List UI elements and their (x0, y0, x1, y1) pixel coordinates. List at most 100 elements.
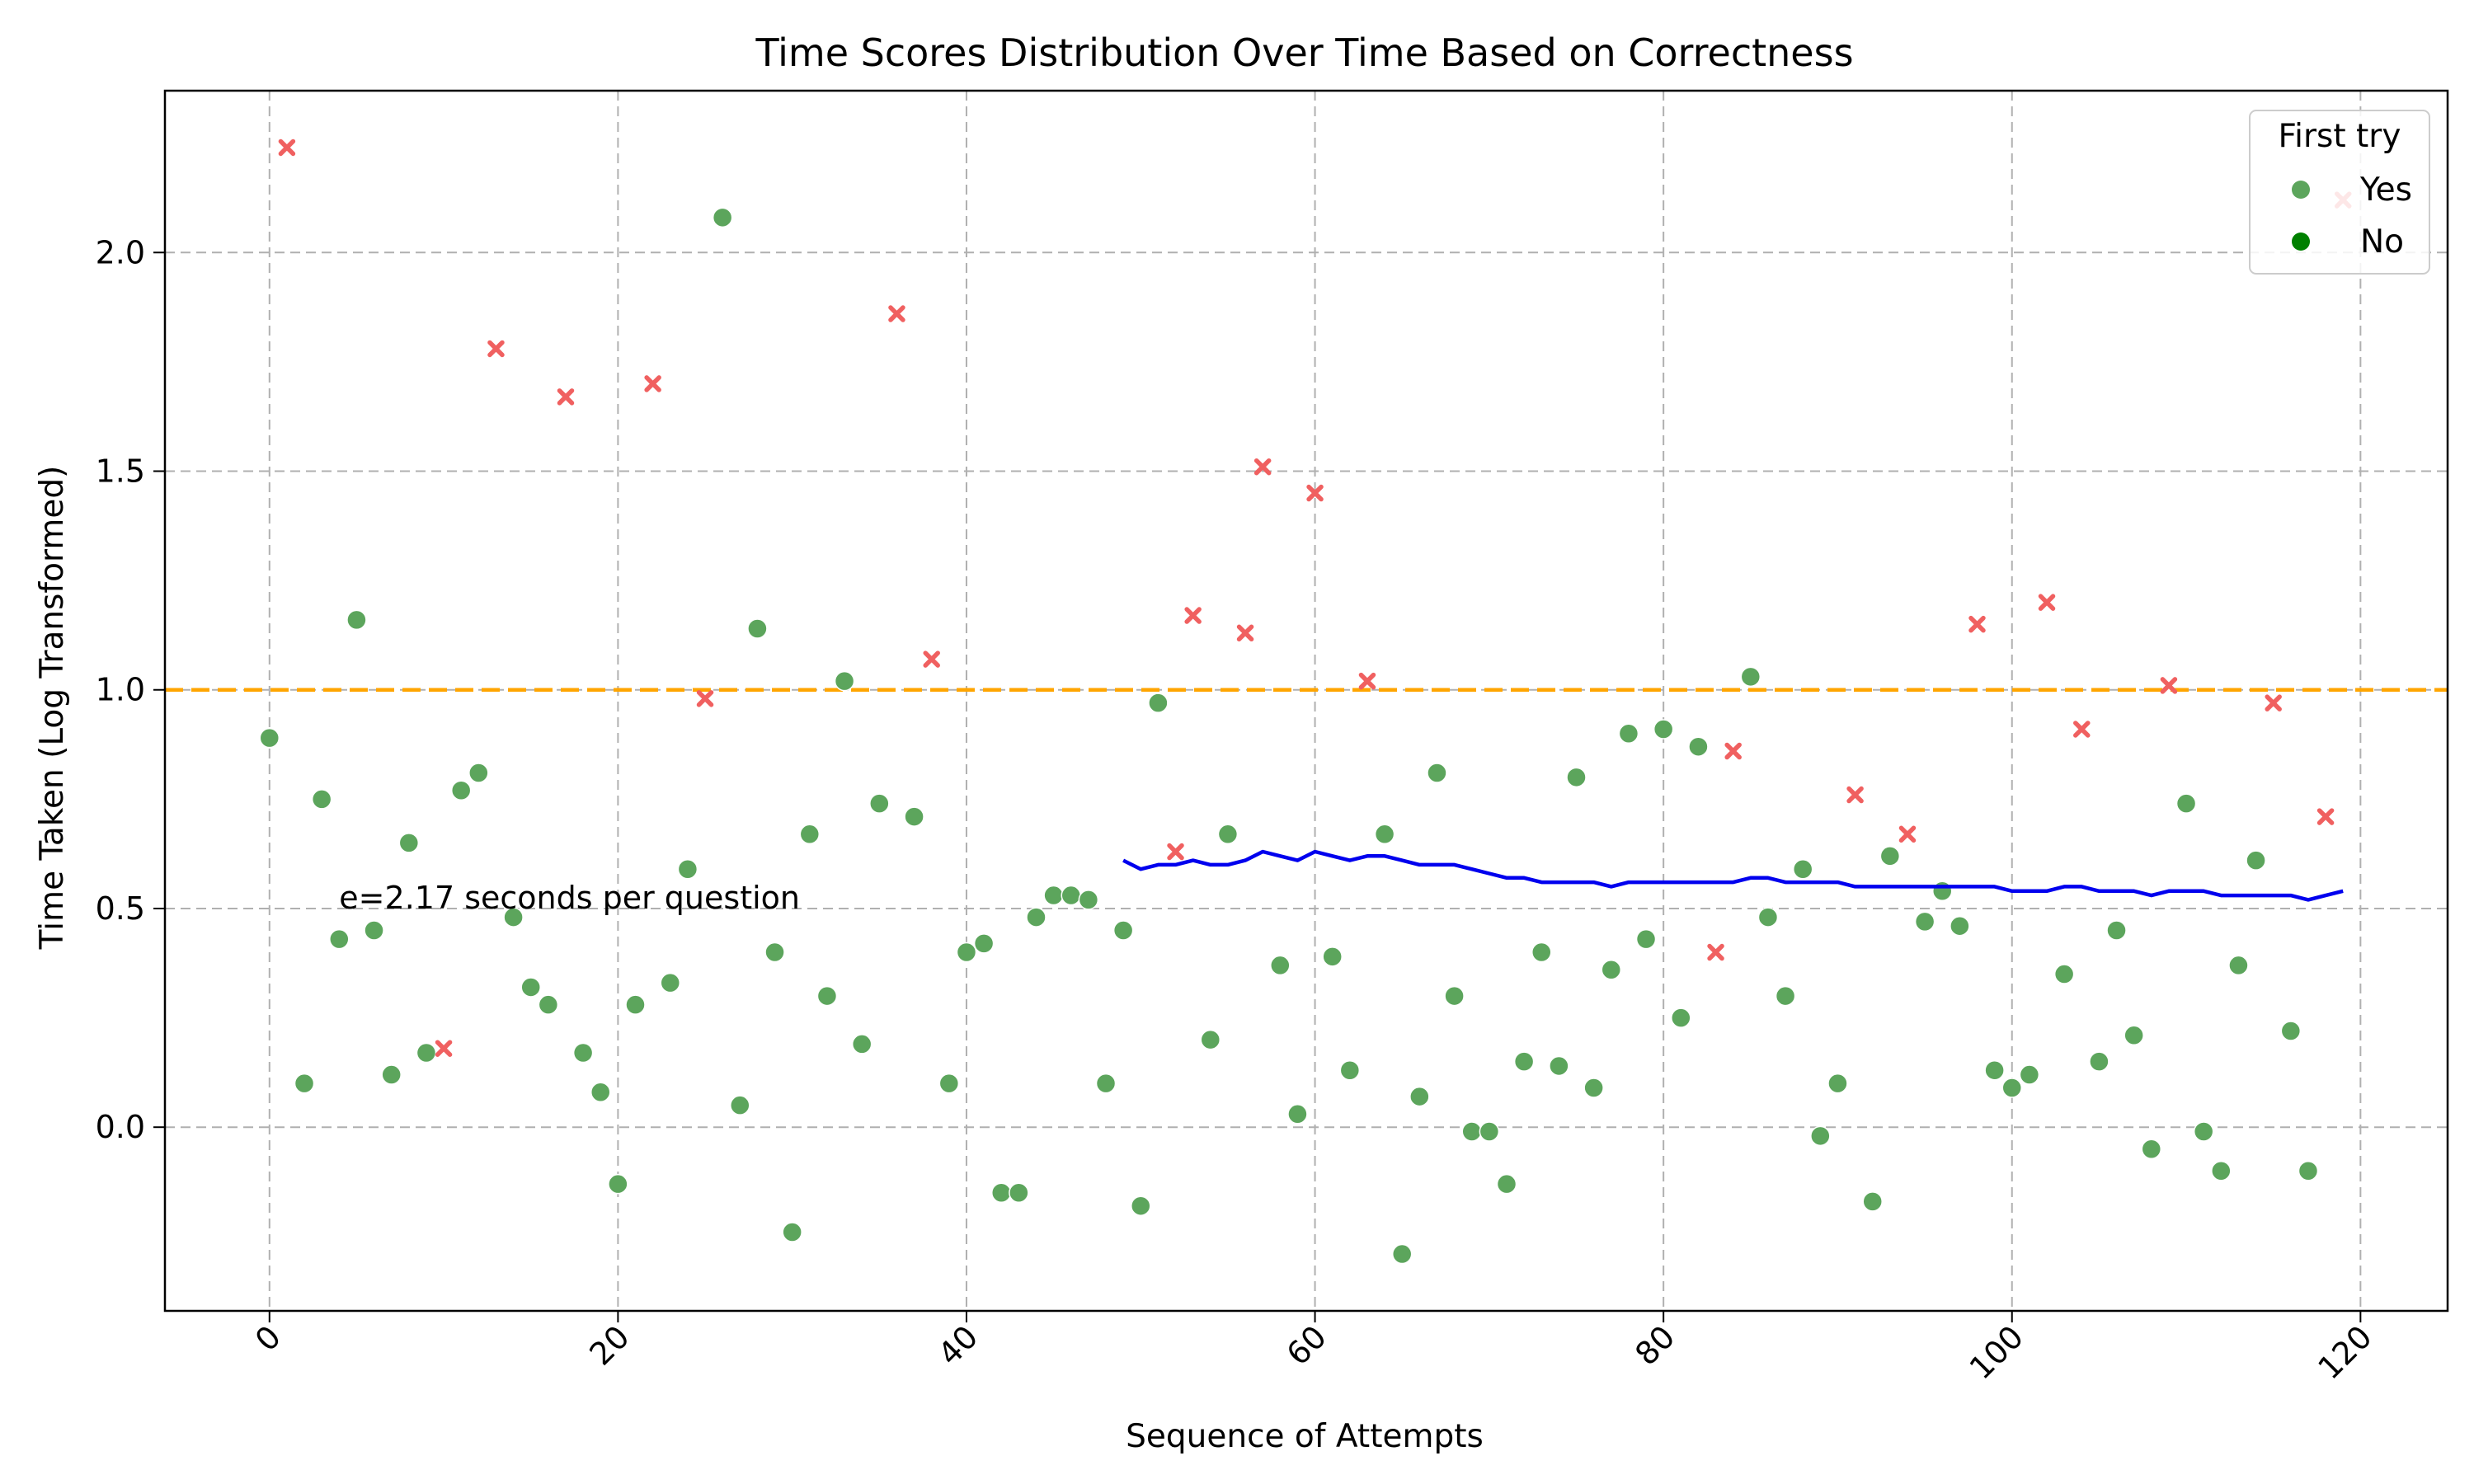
data-point-yes (2106, 920, 2127, 941)
x-tick-label: 0 (248, 1318, 288, 1358)
data-point-yes (938, 1073, 960, 1094)
data-point-yes (1931, 881, 1953, 902)
x-axis-ticks: 0 20 40 60 80 100 120 (248, 1311, 2379, 1387)
data-point-yes (1531, 942, 1552, 963)
data-point-yes (1513, 1051, 1535, 1072)
data-point-yes (1950, 915, 1970, 937)
data-point-yes (869, 793, 890, 814)
data-point-yes (990, 1182, 1012, 1204)
data-point-no (1236, 624, 1254, 642)
data-point-no (1184, 607, 1202, 624)
data-point-yes (1583, 1078, 1604, 1098)
data-point-yes (834, 670, 855, 692)
data-point-yes (799, 824, 821, 845)
data-point-yes (1601, 959, 1622, 980)
data-point-yes (1827, 1073, 1848, 1094)
grid-lines (165, 91, 2448, 1311)
data-point-yes (625, 994, 646, 1015)
data-point-yes (2175, 793, 2197, 814)
y-axis-ticks: 0.0 0.5 1.0 1.5 2.0 (96, 234, 165, 1145)
data-point-no (487, 340, 505, 358)
data-point-yes (2001, 1078, 2023, 1098)
data-point-no (888, 305, 905, 322)
data-point-yes (782, 1222, 802, 1242)
data-point-yes (1095, 1073, 1117, 1094)
x-tick-label: 40 (931, 1318, 985, 1372)
data-point-yes (1566, 767, 1587, 788)
annotation-text: e=2.17 seconds per question (339, 880, 800, 916)
data-point-yes (2124, 1025, 2144, 1046)
data-point-yes (677, 858, 698, 880)
series-no (278, 139, 2352, 1057)
data-point-no (2316, 808, 2335, 825)
moving-average-line (1122, 849, 2344, 902)
data-point-yes (1270, 955, 1291, 976)
data-point-yes (2019, 1064, 2040, 1085)
data-point-no (1707, 943, 1724, 961)
data-point-yes (660, 972, 681, 993)
data-point-yes (608, 1173, 628, 1195)
data-point-yes (1775, 985, 1796, 1007)
data-point-yes (1043, 885, 1064, 906)
data-point-yes (1653, 719, 1674, 740)
y-axis-label: Time Taken (Log Transformed) (34, 466, 71, 951)
data-point-yes (1078, 890, 1099, 910)
data-point-yes (1009, 1182, 1029, 1204)
data-point-yes (1740, 666, 1761, 688)
data-point-yes (764, 942, 785, 963)
data-point-no (1898, 825, 1917, 843)
data-point-yes (416, 1042, 437, 1064)
data-point-yes (1671, 1007, 1691, 1028)
y-tick-label: 2.0 (96, 234, 145, 270)
data-point-yes (311, 789, 332, 810)
data-point-yes (1322, 946, 1343, 967)
data-point-yes (1217, 824, 1239, 845)
data-point-yes (956, 942, 977, 963)
data-point-yes (1688, 736, 1709, 757)
data-point-yes (904, 806, 924, 827)
legend-box (2249, 110, 2430, 275)
data-point-no (696, 690, 714, 707)
trend-line (1122, 849, 2344, 902)
y-tick-label: 0.0 (96, 1109, 145, 1145)
data-point-no (1968, 615, 1986, 633)
series-yes (259, 207, 2319, 1265)
data-point-no (557, 388, 575, 406)
data-point-no (2160, 677, 2178, 694)
data-point-no (1306, 484, 1324, 502)
x-tick-label: 100 (1963, 1318, 2030, 1386)
data-point-no (1253, 458, 1272, 476)
y-tick-label: 1.5 (96, 453, 145, 490)
data-point-yes (538, 994, 559, 1015)
data-point-yes (973, 933, 995, 954)
data-point-yes (2193, 1121, 2214, 1142)
data-point-yes (1287, 1104, 1308, 1125)
x-axis-label: Sequence of Attempts (1126, 1418, 1484, 1455)
x-tick-label: 120 (2311, 1318, 2378, 1386)
data-point-yes (1409, 1086, 1430, 1107)
data-point-yes (1879, 846, 1901, 866)
data-point-yes (712, 207, 733, 228)
legend-marker-yes (2292, 181, 2310, 199)
data-point-no (923, 650, 940, 668)
legend-title: First try (2279, 118, 2401, 155)
legend-label-yes: Yes (2359, 171, 2412, 209)
data-point-yes (1618, 723, 1639, 744)
data-point-yes (1026, 907, 1047, 928)
data-point-yes (398, 833, 420, 853)
data-point-yes (1635, 928, 1657, 950)
data-point-no (1724, 742, 1742, 760)
legend-label-no: No (2360, 223, 2404, 261)
data-point-yes (816, 985, 838, 1007)
data-point-yes (503, 907, 524, 928)
data-point-yes (572, 1042, 594, 1064)
data-point-yes (1757, 907, 1779, 928)
data-point-yes (1061, 885, 1081, 906)
data-point-yes (1461, 1121, 1482, 1142)
data-point-no (1167, 843, 1184, 861)
data-point-yes (1200, 1029, 1221, 1050)
data-point-yes (364, 920, 384, 941)
y-tick-label: 0.5 (96, 890, 145, 927)
data-point-yes (2089, 1051, 2109, 1072)
